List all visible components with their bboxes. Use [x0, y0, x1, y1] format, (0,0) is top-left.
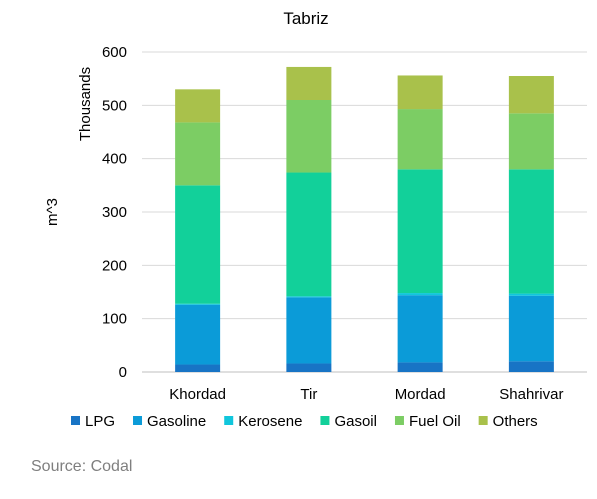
legend: LPG Gasoline Kerosene Gasoil Fuel Oil Others: [71, 413, 538, 430]
bar-segment: [397, 109, 443, 170]
bar-segment: [175, 304, 221, 365]
x-tick-label: Tir: [300, 386, 317, 403]
bar-segment: [397, 169, 443, 294]
x-tick-label: Khordad: [169, 386, 226, 403]
x-tick-label: Mordad: [395, 386, 446, 403]
bars: [175, 66, 554, 372]
legend-label: Others: [493, 413, 538, 430]
y-tick-label: 100: [102, 311, 127, 328]
bar-segment: [508, 76, 554, 114]
bar-segment: [175, 122, 221, 186]
y-tick-label: 600: [102, 44, 127, 61]
x-tick-label: Shahrivar: [499, 386, 563, 403]
y-tick-label: 500: [102, 97, 127, 114]
bar-segment: [286, 172, 332, 297]
bar-segment: [508, 295, 554, 362]
legend-label: Fuel Oil: [409, 413, 461, 430]
legend-swatch: [478, 416, 488, 425]
y-unit-label: Thousands: [77, 67, 94, 141]
chart-title: Tabriz: [283, 9, 328, 28]
bar-segment: [175, 185, 221, 304]
bar-segment: [508, 113, 554, 170]
bar-segment: [175, 364, 221, 372]
bar-segment: [397, 362, 443, 372]
bar-segment: [286, 297, 332, 364]
bar-segment: [286, 66, 332, 100]
bar-segment: [508, 361, 554, 372]
y-axis-label: m^3: [44, 198, 61, 226]
legend-label: LPG: [85, 413, 115, 430]
y-tick-label: 0: [119, 364, 127, 381]
source-note: Source: Codal: [31, 458, 133, 475]
bar-segment: [508, 293, 554, 296]
bar-segment: [397, 75, 443, 110]
y-tick-labels: 0 100 200 300 400 500 600: [102, 44, 127, 381]
bar-segment: [508, 169, 554, 294]
legend-swatch: [133, 416, 143, 425]
y-tick-label: 400: [102, 151, 127, 168]
legend-swatch: [394, 416, 404, 425]
legend-swatch: [71, 416, 80, 425]
legend-label: Gasoil: [334, 413, 377, 430]
legend-label: Gasoline: [147, 413, 206, 430]
x-tick-labels: Khordad Tir Mordad Shahrivar: [169, 386, 563, 403]
legend-swatch: [320, 416, 330, 425]
bar-segment: [175, 303, 221, 305]
bar-segment: [286, 296, 332, 298]
legend-label: Kerosene: [238, 413, 302, 430]
bar-segment: [397, 293, 443, 296]
y-tick-label: 200: [102, 257, 127, 274]
bar-segment: [286, 363, 332, 372]
bar-segment: [175, 89, 221, 123]
legend-swatch: [224, 416, 234, 425]
y-tick-label: 300: [102, 204, 127, 221]
bar-segment: [397, 295, 443, 363]
bar-segment: [286, 100, 332, 173]
